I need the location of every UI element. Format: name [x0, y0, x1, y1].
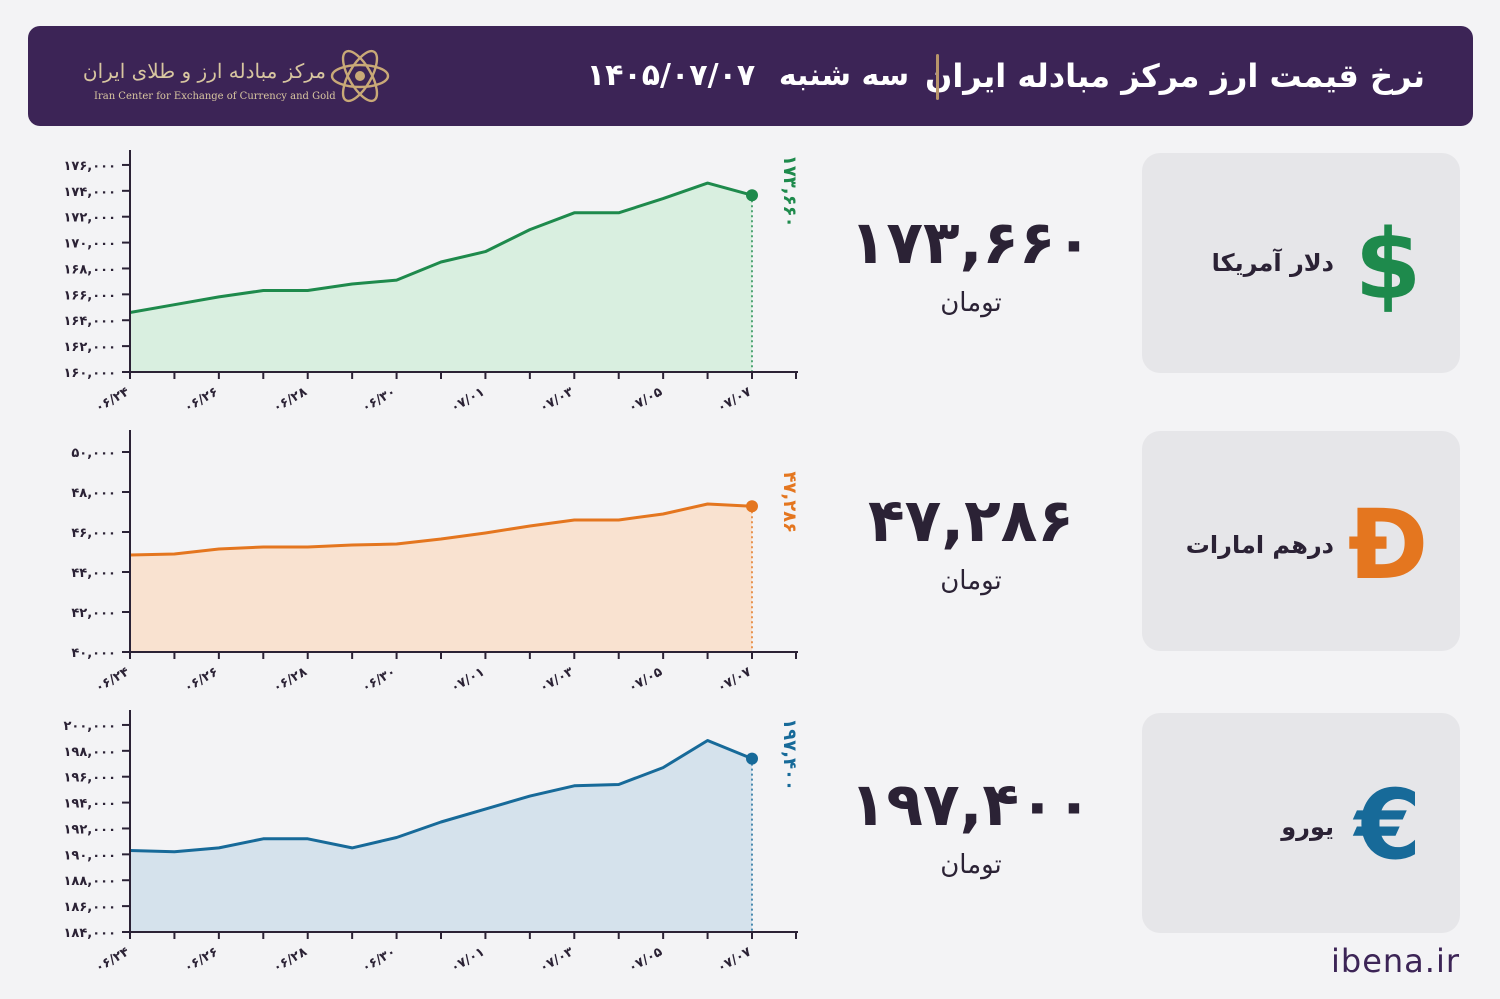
x-tick-label: ۰۷/۰۷	[715, 944, 754, 975]
y-tick-label: ۱۹۴,۰۰۰	[63, 797, 116, 812]
y-tick-label: ۱۶۴,۰۰۰	[63, 314, 116, 329]
x-tick-label: ۰۶/۲۴	[93, 384, 132, 415]
y-tick-label: ۱۶۲,۰۰۰	[63, 340, 116, 355]
x-tick-label: ۰۶/۳۰	[359, 384, 398, 415]
last-point-marker	[746, 752, 758, 765]
x-tick-label: ۰۷/۰۱	[448, 944, 487, 975]
series-line	[129, 181, 753, 314]
x-tick-label: ۰۷/۰۵	[626, 384, 665, 415]
x-tick-label: ۰۷/۰۵	[626, 944, 665, 975]
usd-price-unit: تومان	[940, 288, 1002, 318]
x-tick-label: ۰۶/۲۸	[271, 384, 310, 415]
x-tick-label: ۰۷/۰۱	[448, 664, 487, 695]
last-point-marker	[746, 500, 758, 513]
last-value-label: ۴۷,۲۸۶	[779, 471, 800, 533]
header-banner: نرخ قیمت ارز مرکز مبادله ایران سه شنبه ۱…	[28, 26, 1473, 126]
area-fill	[130, 504, 752, 652]
usd-price-chart: ۱۶۰,۰۰۰ ۱۶۲,۰۰۰ ۱۶۴,۰۰۰ ۱۶۶,۰۰۰ ۱۶۸,۰۰۰ ۱۷۰,۰…	[63, 150, 800, 416]
y-tick-label: ۴۲,۰۰۰	[71, 606, 116, 621]
y-tick-label: ۴۶,۰۰۰	[71, 526, 116, 541]
x-tick-label: ۰۷/۰۳	[537, 384, 576, 415]
y-tick-label: ۵۰,۰۰۰	[71, 446, 116, 461]
y-tick-label: ۱۷۶,۰۰۰	[63, 159, 116, 174]
currency-name-eur: یورو	[1281, 813, 1334, 841]
x-tick-label: ۰۷/۰۱	[448, 384, 487, 415]
eur-price: ۱۹۷,۴۰۰	[849, 770, 1093, 840]
y-tick-label: ۲۰۰,۰۰۰	[63, 719, 116, 734]
usd-price: ۱۷۳,۶۶۰	[849, 208, 1093, 278]
x-tick-label: ۰۷/۰۵	[626, 664, 665, 695]
y-tick-label: ۴۸,۰۰۰	[71, 486, 116, 501]
y-tick-label: ۱۸۸,۰۰۰	[63, 874, 116, 889]
last-point-marker	[746, 189, 758, 202]
x-tick-label: ۰۶/۲۸	[271, 664, 310, 695]
page-title: نرخ قیمت ارز مرکز مبادله ایران	[925, 57, 1425, 95]
x-tick-label: ۰۶/۲۶	[182, 944, 221, 975]
x-tick-label: ۰۶/۲۸	[271, 944, 310, 975]
x-tick-label: ۰۷/۰۳	[537, 664, 576, 695]
aed-price: ۴۷,۲۸۶	[868, 486, 1074, 556]
y-tick-label: ۱۸۶,۰۰۰	[63, 900, 116, 915]
y-tick-label: ۱۶۰,۰۰۰	[63, 366, 116, 381]
x-tick-label: ۰۶/۳۰	[359, 664, 398, 695]
y-tick-label: ۴۴,۰۰۰	[71, 566, 116, 581]
x-tick-label: ۰۶/۳۰	[359, 944, 398, 975]
area-fill	[130, 183, 752, 372]
currency-name-aed: درهم امارات	[1185, 531, 1334, 559]
last-value-label: ۱۷۳,۶۶۰	[779, 155, 800, 228]
y-tick-label: ۱۶۶,۰۰۰	[63, 288, 116, 303]
currency-name-usd: دلار آمریکا	[1211, 249, 1334, 277]
y-tick-label: ۱۹۰,۰۰۰	[63, 848, 116, 863]
series-line	[129, 502, 753, 557]
x-tick-label: ۰۶/۲۶	[182, 664, 221, 695]
x-tick-label: ۰۶/۲۶	[182, 384, 221, 415]
currency-card-aed: درهم امارات Đ	[1142, 431, 1460, 651]
site-url[interactable]: ibena.ir	[1331, 942, 1460, 980]
x-tick-label: ۰۷/۰۷	[715, 384, 754, 415]
dirham-icon: Đ	[1347, 489, 1429, 601]
currency-card-usd: دلار آمریکا $	[1142, 153, 1460, 373]
header-divider	[936, 54, 939, 100]
y-tick-label: ۱۹۸,۰۰۰	[63, 745, 116, 760]
logo-icon	[330, 49, 390, 103]
y-tick-label: ۱۹۲,۰۰۰	[63, 822, 116, 837]
y-tick-label: ۱۷۴,۰۰۰	[63, 185, 116, 200]
area-fill	[130, 740, 752, 932]
dollar-icon: $	[1354, 209, 1422, 321]
header-date: ۱۴۰۵/۰۷/۰۷	[586, 58, 756, 93]
aed-price-unit: تومان	[940, 566, 1002, 596]
logo-text-fa: مرکز مبادله ارز و طلای ایران	[82, 59, 326, 83]
x-tick-label: ۰۷/۰۳	[537, 944, 576, 975]
euro-icon: €	[1354, 769, 1422, 881]
aed-price-chart: ۴۰,۰۰۰ ۴۲,۰۰۰ ۴۴,۰۰۰ ۴۶,۰۰۰ ۴۸,۰۰۰ ۵۰,۰۰۰ ۰۶/۲…	[71, 430, 800, 696]
logo-text-en: Iran Center for Exchange of Currency and…	[94, 91, 336, 102]
y-tick-label: ۱۹۶,۰۰۰	[63, 771, 116, 786]
currency-card-eur: یورو €	[1142, 713, 1460, 933]
eur-price-unit: تومان	[940, 850, 1002, 880]
y-tick-label: ۱۶۸,۰۰۰	[63, 262, 116, 277]
last-value-label: ۱۹۷,۴۰۰	[779, 718, 800, 791]
x-tick-label: ۰۶/۲۴	[93, 664, 132, 695]
header-day: سه شنبه	[778, 58, 910, 93]
y-tick-label: ۱۷۰,۰۰۰	[63, 237, 116, 252]
x-tick-label: ۰۷/۰۷	[715, 664, 754, 695]
y-tick-label: ۱۷۲,۰۰۰	[63, 211, 116, 226]
x-tick-label: ۰۶/۲۴	[93, 944, 132, 975]
series-line	[129, 739, 753, 854]
y-tick-label: ۱۸۴,۰۰۰	[63, 926, 116, 941]
eur-price-chart: ۱۸۴,۰۰۰ ۱۸۶,۰۰۰ ۱۸۸,۰۰۰ ۱۹۰,۰۰۰ ۱۹۲,۰۰۰ ۱۹۴,۰…	[63, 710, 800, 976]
y-tick-label: ۴۰,۰۰۰	[71, 646, 116, 661]
